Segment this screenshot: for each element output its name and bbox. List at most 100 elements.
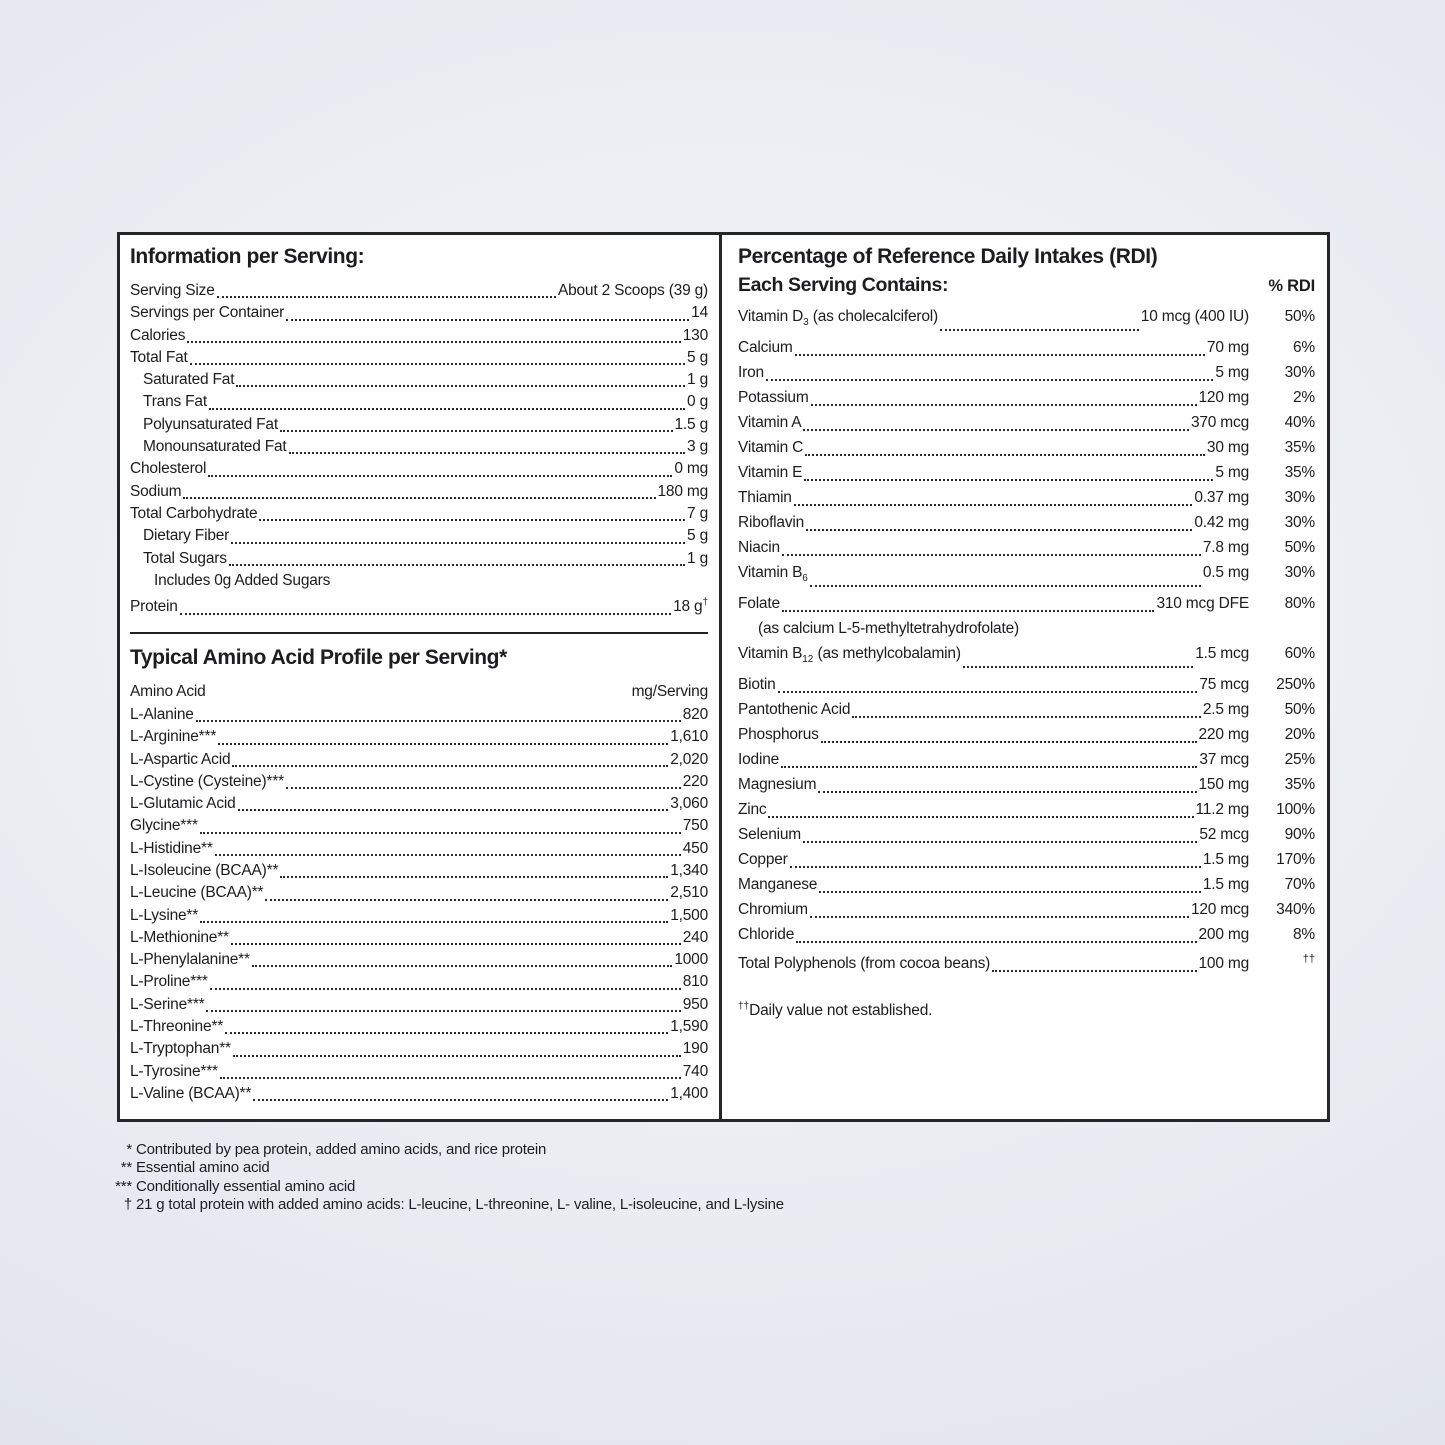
dot-leader	[781, 766, 1198, 769]
dot-leader	[189, 363, 686, 366]
table-row: Phosphorus 220 mg 20%	[738, 722, 1315, 747]
row-value: 5 mg	[1215, 464, 1249, 482]
row-value: 14	[691, 304, 708, 322]
table-row: L-Proline*** 810	[130, 971, 708, 993]
dot-leader	[214, 853, 681, 856]
table-row: Polyunsaturated Fat 1.5 g	[130, 414, 708, 436]
subscript: 12	[802, 654, 814, 666]
table-row: L-Tryptophan** 190	[130, 1038, 708, 1060]
row-value: 1 g	[687, 549, 708, 567]
dot-leader	[794, 354, 1205, 357]
row-label: Magnesium	[738, 776, 817, 794]
row-percent: 40%	[1284, 414, 1316, 432]
row-label: Iron	[738, 364, 764, 382]
footnote-text: Contributed by pea protein, added amino …	[136, 1141, 547, 1158]
dot-leader	[259, 519, 686, 522]
row-percent: 30%	[1284, 489, 1316, 507]
dot-leader	[809, 916, 1189, 919]
pct-rdi-header: % RDI	[1268, 277, 1315, 295]
amino-col-value: mg/Serving	[631, 682, 709, 700]
row-label: Folate	[738, 595, 780, 613]
footnote-row: ** Essential amino acid	[104, 1159, 1284, 1177]
row-value: 2,510	[670, 884, 708, 902]
row-value: 1,500	[670, 906, 708, 924]
table-row: Vitamin E 5 mg 35%	[738, 460, 1315, 485]
row-value: 70 mg	[1206, 339, 1249, 357]
table-row: Thiamin 0.37 mg 30%	[738, 485, 1315, 510]
row-value: 310 mcg DFE	[1156, 595, 1249, 613]
row-label: L-Leucine (BCAA)**	[130, 884, 264, 902]
row-label: Calcium	[738, 339, 793, 357]
table-row: Vitamin A 370 mcg 40%	[738, 410, 1315, 435]
row-percent: 30%	[1284, 364, 1316, 382]
table-row: Biotin 75 mcg 250%	[738, 672, 1315, 697]
dot-leader	[777, 691, 1198, 694]
row-value: 0.37 mg	[1194, 489, 1249, 507]
row-label: Dietary Fiber	[143, 527, 230, 545]
dot-leader	[819, 891, 1201, 894]
table-row: L-Histidine** 450	[130, 838, 708, 860]
table-row: Servings per Container 14	[130, 302, 708, 324]
row-label: Chromium	[738, 901, 808, 919]
dagger-marker: †	[702, 597, 708, 609]
row-value: 2,020	[670, 750, 708, 768]
row-value: 190	[682, 1040, 708, 1058]
table-row: Selenium 52 mcg 90%	[738, 822, 1315, 847]
row-value: 3 g	[687, 438, 708, 456]
row-value: 0 g	[687, 393, 708, 411]
row-value: 18 g†	[673, 597, 708, 616]
table-row: L-Cystine (Cysteine)*** 220	[130, 771, 708, 793]
row-label: Servings per Container	[130, 304, 285, 322]
dot-leader	[796, 941, 1197, 944]
row-percent: ††	[1249, 947, 1315, 976]
row-label: Vitamin B12 (as methylcobalamin)	[738, 645, 961, 666]
row-value: 100 mg	[1198, 955, 1250, 973]
dot-leader	[793, 504, 1193, 507]
row-label: Manganese	[738, 876, 818, 894]
row-value: 1 g	[687, 371, 708, 389]
dot-leader	[279, 430, 673, 433]
table-row: L-Phenylalanine** 1000	[130, 949, 708, 971]
dot-leader	[208, 474, 673, 477]
rdi-rows: Vitamin D3 (as cholecalciferol) 10 mcg (…	[738, 304, 1315, 976]
row-percent: 90%	[1284, 826, 1316, 844]
row-value: 52 mcg	[1199, 826, 1249, 844]
row-value: 0.42 mg	[1194, 514, 1249, 532]
dot-leader	[208, 407, 686, 410]
row-label: Protein	[130, 598, 178, 616]
row-value: 740	[682, 1062, 708, 1080]
row-value: 810	[682, 973, 708, 991]
row-label: Riboflavin	[738, 514, 805, 532]
dot-leader	[209, 987, 681, 990]
footnote-marker: *	[126, 1141, 132, 1158]
row-value: 5 g	[687, 527, 708, 545]
table-row: Cholesterol 0 mg	[130, 458, 708, 480]
table-row: Iodine 37 mcg 25%	[738, 747, 1315, 772]
row-label: L-Alanine	[130, 705, 194, 723]
row-label: Copper	[738, 851, 788, 869]
footnote-row: † 21 g total protein with added amino aci…	[104, 1196, 1284, 1214]
row-percent: 100%	[1276, 801, 1315, 819]
dot-leader	[810, 404, 1197, 407]
dot-leader	[232, 1054, 681, 1057]
footnote-text: Conditionally essential amino acid	[136, 1177, 356, 1195]
row-value: 11.2 mg	[1195, 801, 1250, 819]
row-value: 1.5 g	[674, 415, 709, 433]
footnote-text: Essential amino acid	[136, 1159, 270, 1177]
table-row: L-Glutamic Acid 3,060	[130, 793, 708, 815]
table-row: Vitamin B12 (as methylcobalamin) 1.5 mcg 6…	[738, 641, 1315, 672]
dagger-marker: ††	[1302, 953, 1315, 966]
dot-leader	[820, 741, 1197, 744]
dot-leader	[225, 1032, 669, 1035]
table-row: Manganese 1.5 mg 70%	[738, 872, 1315, 897]
row-label: Vitamin D3 (as cholecalciferol)	[738, 308, 938, 329]
daily-value-note: ††Daily value not established.	[738, 997, 1315, 1021]
row-value: 950	[682, 995, 708, 1013]
table-row: Calcium 70 mg 6%	[738, 335, 1315, 360]
table-row: Magnesium 150 mg 35%	[738, 772, 1315, 797]
row-label: L-Isoleucine (BCAA)**	[130, 861, 279, 879]
row-percent: 8%	[1292, 926, 1315, 944]
table-row: Includes 0g Added Sugars	[130, 570, 708, 592]
row-label: Thiamin	[738, 489, 792, 507]
row-value: 820	[682, 705, 708, 723]
